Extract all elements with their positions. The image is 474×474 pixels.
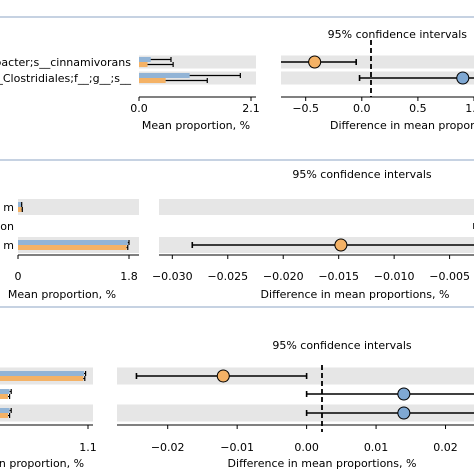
- panel-3-diff: −0.02 −0.01 0.00 0.01 0.02: [117, 365, 474, 454]
- diff-axis-tick-label: −0.005: [429, 270, 470, 283]
- diff-axis-tick-label: −0.015: [318, 270, 359, 283]
- diff-axis-title: Difference in mean proportions, %: [261, 288, 450, 301]
- diff-axis-tick-label: 0.00: [294, 441, 319, 454]
- diff-axis-tick-label: −0.02: [151, 441, 185, 454]
- bar-axis-tick-label: 1.1: [79, 441, 97, 454]
- panel-1-bars: 0.0 2.1: [130, 55, 260, 115]
- panel-3-bars: 1.1: [0, 367, 97, 454]
- diff-axis-tick-label: −0.01: [220, 441, 254, 454]
- diff-axis-tick-label: 0.01: [364, 441, 389, 454]
- mean-diff-point: [397, 406, 411, 420]
- panel-2-diff: −0.030 −0.025 −0.020 −0.015 −0.010 −0.005: [152, 199, 474, 283]
- row-shade: [139, 55, 256, 69]
- bar: [139, 62, 148, 67]
- panel-2-labels: m on m: [0, 201, 14, 252]
- ci-title: 95% confidence intervals: [272, 339, 412, 352]
- diff-axis-tick-label: −0.010: [374, 270, 415, 283]
- bar: [0, 389, 10, 394]
- mean-diff-point: [216, 369, 230, 383]
- bar: [139, 57, 151, 62]
- diff-axis-title: Difference in mean proportions, %: [330, 119, 474, 132]
- category-label: on: [0, 220, 14, 233]
- mean-diff-point: [334, 238, 348, 252]
- bar-axis-tick-label: 1.8: [120, 270, 138, 283]
- bar: [0, 413, 8, 418]
- row-shade: [281, 55, 474, 69]
- ci-title: 95% confidence intervals: [292, 168, 432, 181]
- panel-1-labels: bacter;s__cinnamivorans __Clostridiales;f…: [0, 56, 131, 85]
- bar: [0, 376, 84, 381]
- bar-axis-tick-label: 2.1: [242, 102, 260, 115]
- panel-2-bars: 0 1.8: [15, 199, 139, 283]
- bar-axis-tick-label: 0.0: [130, 102, 148, 115]
- category-label: m: [3, 201, 14, 214]
- bar: [0, 408, 10, 413]
- bar-axis-title: Mean proportion, %: [142, 119, 250, 132]
- bar: [18, 240, 128, 245]
- row-shade: [159, 199, 474, 215]
- diff-axis-tick-label: 0.02: [433, 441, 458, 454]
- category-label: bacter;s__cinnamivorans: [0, 56, 131, 69]
- bar: [139, 78, 166, 83]
- bar-axis-title: Mean proportion, %: [0, 457, 84, 470]
- diff-axis-tick-label: 0.5: [409, 102, 427, 115]
- category-label: __Clostridiales;f__;g__;s__: [0, 72, 131, 85]
- panel-3: 95% confidence intervals igo100 1.1 −0.0…: [0, 339, 474, 470]
- diff-axis-tick-label: −0.030: [152, 270, 193, 283]
- category-label: m: [3, 239, 14, 252]
- row-shade: [117, 404, 474, 422]
- row-shade: [0, 404, 93, 422]
- panel-1-diff: −0.5 0.0 0.5 1.0: [281, 40, 474, 115]
- bar: [0, 371, 84, 376]
- row-shade: [18, 199, 139, 215]
- diff-axis-tick-label: −0.020: [263, 270, 304, 283]
- diff-axis-tick-label: 1.0: [465, 102, 474, 115]
- diff-axis-tick-label: −0.5: [292, 102, 319, 115]
- panel-1: 95% confidence intervals bacter;s__cinna…: [0, 28, 474, 132]
- ci-title: 95% confidence intervals: [328, 28, 468, 41]
- bar: [139, 73, 190, 78]
- bar: [18, 202, 22, 207]
- diff-axis-tick-label: −0.025: [207, 270, 248, 283]
- bar: [18, 207, 22, 212]
- bar-axis-title: Mean proportion, %: [8, 288, 116, 301]
- bar: [0, 394, 8, 399]
- diff-axis-tick-label: 0.0: [353, 102, 371, 115]
- bar-axis-tick-label: 0: [15, 270, 22, 283]
- bar: [18, 245, 127, 250]
- mean-diff-point: [397, 387, 411, 401]
- diff-axis-title: Difference in mean proportions, %: [228, 457, 417, 470]
- mean-diff-point: [308, 55, 322, 69]
- mean-diff-point: [456, 71, 470, 85]
